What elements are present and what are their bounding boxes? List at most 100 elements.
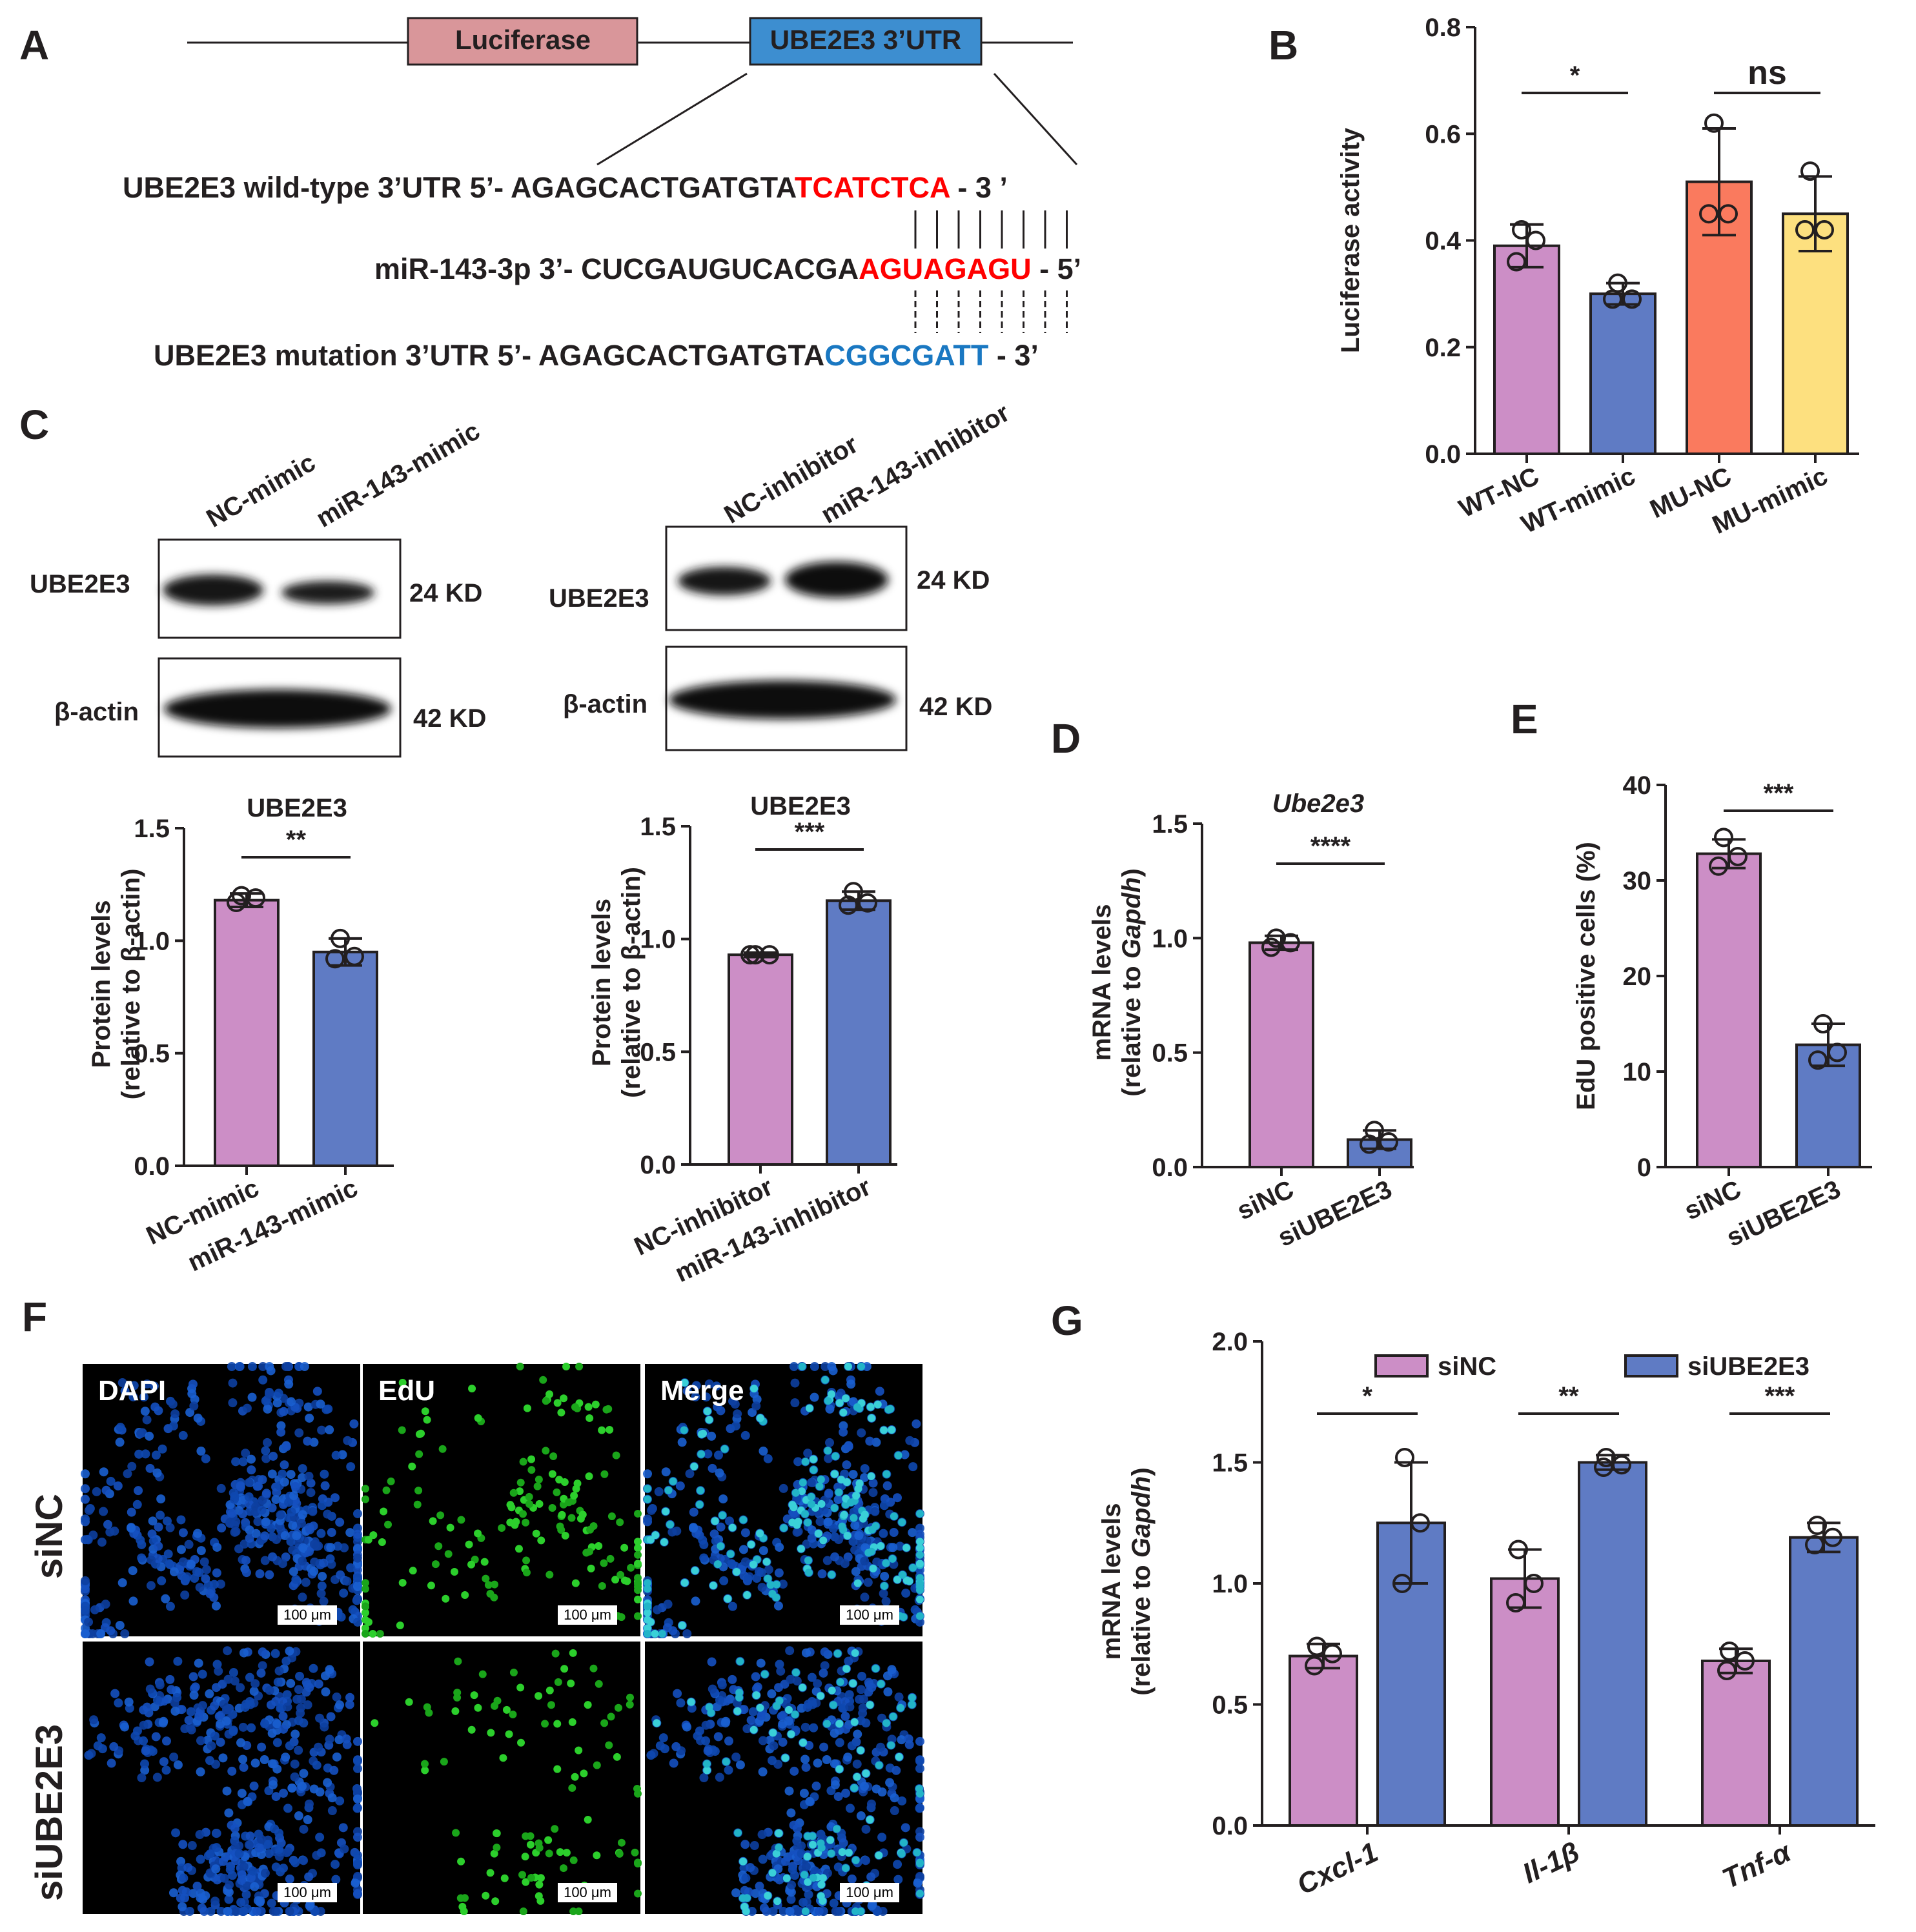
nucleus bbox=[835, 1738, 844, 1747]
merge-cell bbox=[722, 1758, 730, 1766]
nucleus bbox=[156, 1494, 166, 1504]
nucleus bbox=[250, 1679, 260, 1689]
y-tick-label: 0.0 bbox=[640, 1151, 676, 1179]
nucleus bbox=[212, 1875, 222, 1885]
nucleus bbox=[669, 1758, 678, 1768]
edu-cell bbox=[362, 1495, 369, 1503]
nucleus bbox=[153, 1554, 163, 1563]
nucleus bbox=[813, 1758, 822, 1768]
merge-cell bbox=[866, 1701, 874, 1709]
merge-cell bbox=[829, 1701, 837, 1709]
nucleus bbox=[682, 1722, 692, 1732]
nucleus bbox=[261, 1517, 270, 1527]
nucleus bbox=[194, 1568, 204, 1578]
data-point bbox=[1307, 1636, 1327, 1656]
edu-cell bbox=[570, 1492, 578, 1500]
nucleus bbox=[167, 1685, 176, 1694]
nucleus bbox=[788, 1865, 797, 1875]
merge-cell bbox=[916, 1560, 924, 1568]
data-point bbox=[1718, 204, 1738, 224]
merge-cell bbox=[810, 1466, 818, 1474]
nucleus bbox=[298, 1464, 307, 1474]
row-label-sinc: siNC bbox=[28, 1494, 70, 1579]
nucleus bbox=[299, 1824, 309, 1834]
nucleus bbox=[212, 1660, 222, 1669]
nucleus bbox=[250, 1758, 260, 1768]
merge-cell bbox=[815, 1482, 824, 1490]
nucleus bbox=[348, 1605, 358, 1614]
y-tick-label: 0.0 bbox=[134, 1152, 170, 1181]
edu-cell bbox=[527, 1466, 536, 1474]
merge-cell bbox=[651, 1531, 660, 1540]
edu-cell bbox=[527, 1873, 535, 1882]
nucleus bbox=[237, 1789, 247, 1798]
nucleus bbox=[915, 1756, 924, 1766]
nucleus bbox=[910, 1605, 920, 1614]
edu-cell bbox=[362, 1602, 369, 1611]
nucleus bbox=[81, 1469, 90, 1479]
merge-cell bbox=[861, 1510, 869, 1519]
nucleus bbox=[234, 1849, 244, 1858]
nucleus bbox=[282, 1690, 292, 1700]
nucleus bbox=[223, 1674, 233, 1684]
legend-label-sinc: siNC bbox=[1438, 1352, 1496, 1381]
edu-cell bbox=[585, 1547, 593, 1556]
nucleus bbox=[271, 1792, 281, 1802]
merge-cell bbox=[772, 1849, 780, 1858]
nucleus bbox=[860, 1782, 870, 1791]
nucleus bbox=[136, 1429, 146, 1438]
nucleus bbox=[724, 1736, 733, 1746]
nucleus bbox=[271, 1862, 281, 1872]
nucleus bbox=[682, 1386, 692, 1396]
nucleus bbox=[353, 1764, 362, 1773]
nucleus bbox=[251, 1529, 261, 1538]
data-point bbox=[1808, 1516, 1827, 1535]
nucleus bbox=[260, 1868, 270, 1878]
nucleus bbox=[103, 1520, 113, 1529]
edu-cell bbox=[553, 1720, 562, 1728]
chart-cytokine-mrna: 0.0 0.5 1.0 1.5 2.0 mRNA levels(relative to G… bbox=[1097, 1328, 1875, 1901]
nucleus bbox=[331, 1875, 341, 1884]
merge-cell bbox=[658, 1630, 666, 1638]
nucleus bbox=[115, 1438, 125, 1447]
nucleus bbox=[310, 1557, 320, 1567]
merge-cell bbox=[695, 1500, 704, 1509]
merge-cell bbox=[827, 1849, 835, 1858]
data-point bbox=[1717, 1661, 1737, 1680]
nucleus bbox=[266, 1523, 276, 1533]
edu-cell bbox=[369, 1531, 378, 1540]
nucleus bbox=[728, 1602, 737, 1611]
y-axis-label: EdU positive cells (%) bbox=[1572, 842, 1600, 1110]
edu-cell bbox=[553, 1399, 562, 1407]
merge-cell bbox=[888, 1426, 896, 1434]
nucleus bbox=[212, 1542, 222, 1552]
nucleus bbox=[309, 1521, 318, 1531]
nucleus bbox=[824, 1454, 833, 1463]
merge-cell bbox=[664, 1486, 673, 1494]
merge-cell bbox=[819, 1874, 827, 1882]
nucleus bbox=[792, 1824, 802, 1833]
edu-cell bbox=[456, 1894, 465, 1902]
merge-cell bbox=[718, 1511, 727, 1520]
nucleus bbox=[790, 1378, 800, 1388]
nucleus bbox=[300, 1362, 309, 1371]
merge-cell bbox=[857, 1746, 865, 1754]
data-point bbox=[1526, 230, 1545, 250]
edu-cell bbox=[362, 1630, 369, 1638]
merge-cell bbox=[875, 1851, 883, 1860]
nucleus bbox=[130, 1731, 140, 1741]
nucleus bbox=[237, 1876, 247, 1886]
micro-cells bbox=[371, 1649, 642, 1915]
nucleus bbox=[833, 1907, 843, 1916]
edu-cell bbox=[551, 1649, 560, 1658]
merge-cell bbox=[839, 1526, 848, 1534]
nucleus bbox=[286, 1537, 296, 1547]
nucleus bbox=[724, 1516, 734, 1526]
data-point bbox=[1815, 219, 1834, 239]
edu-cell bbox=[537, 1536, 545, 1545]
merge-cell bbox=[736, 1657, 744, 1665]
nucleus bbox=[717, 1680, 727, 1690]
merge-cell bbox=[852, 1492, 861, 1500]
y-axis-label: Luciferase activity bbox=[1336, 127, 1365, 353]
